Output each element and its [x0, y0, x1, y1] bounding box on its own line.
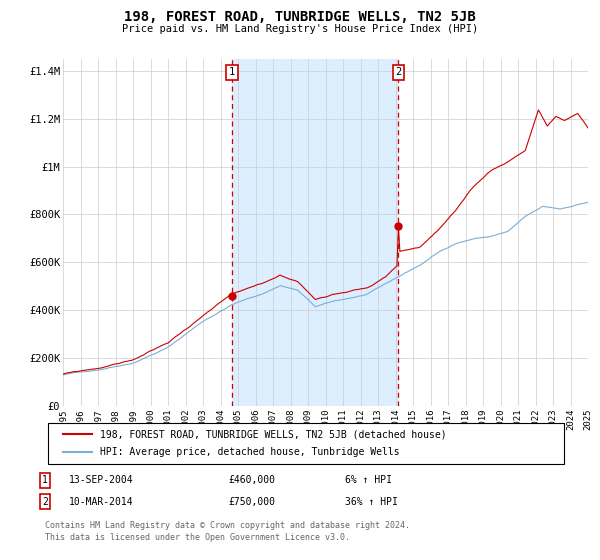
Text: HPI: Average price, detached house, Tunbridge Wells: HPI: Average price, detached house, Tunb… — [100, 447, 399, 457]
Text: 6% ↑ HPI: 6% ↑ HPI — [345, 475, 392, 486]
Text: £460,000: £460,000 — [228, 475, 275, 486]
Text: 198, FOREST ROAD, TUNBRIDGE WELLS, TN2 5JB (detached house): 198, FOREST ROAD, TUNBRIDGE WELLS, TN2 5… — [100, 430, 446, 439]
Text: 10-MAR-2014: 10-MAR-2014 — [69, 497, 134, 507]
Text: Price paid vs. HM Land Registry's House Price Index (HPI): Price paid vs. HM Land Registry's House … — [122, 24, 478, 34]
Text: £750,000: £750,000 — [228, 497, 275, 507]
Text: Contains HM Land Registry data © Crown copyright and database right 2024.: Contains HM Land Registry data © Crown c… — [45, 521, 410, 530]
Text: 1: 1 — [42, 475, 48, 486]
Text: 2: 2 — [395, 68, 401, 77]
Bar — [232, 59, 398, 406]
FancyBboxPatch shape — [48, 423, 564, 464]
Text: 198, FOREST ROAD, TUNBRIDGE WELLS, TN2 5JB: 198, FOREST ROAD, TUNBRIDGE WELLS, TN2 5… — [124, 10, 476, 24]
Text: 36% ↑ HPI: 36% ↑ HPI — [345, 497, 398, 507]
Text: 13-SEP-2004: 13-SEP-2004 — [69, 475, 134, 486]
Text: 2: 2 — [42, 497, 48, 507]
Text: This data is licensed under the Open Government Licence v3.0.: This data is licensed under the Open Gov… — [45, 533, 350, 542]
Text: 1: 1 — [229, 68, 235, 77]
